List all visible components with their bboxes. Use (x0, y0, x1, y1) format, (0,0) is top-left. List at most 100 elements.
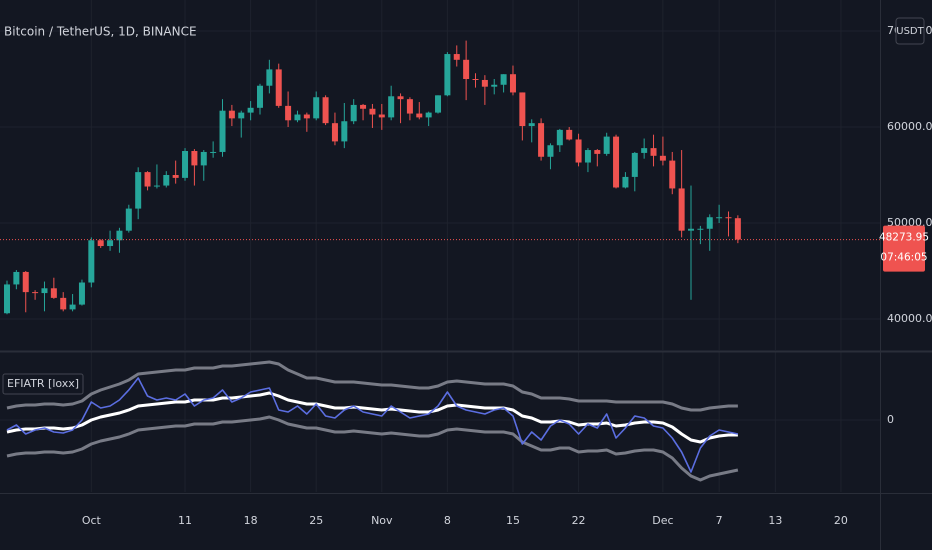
candle-body (200, 151, 207, 166)
candle-body (50, 288, 57, 298)
x-tick-label: 7 (716, 514, 723, 527)
y-tick-label: 0 (887, 413, 894, 426)
candle-body (41, 288, 48, 294)
x-tick-label: 18 (244, 514, 258, 527)
candle-body (163, 175, 170, 186)
candle-body (378, 114, 385, 118)
candle-body (659, 155, 666, 161)
candle-body (285, 105, 292, 121)
indicator-title: EFIATR [loxx] (7, 377, 79, 390)
candle-body (69, 304, 76, 310)
candle-body (641, 148, 648, 153)
candle-body (481, 79, 488, 87)
y-tick-label: 60000.00 (887, 120, 932, 133)
x-tick-label: 8 (444, 514, 451, 527)
x-tick-label: Dec (652, 514, 673, 527)
x-tick-label: 13 (768, 514, 782, 527)
candle-body (472, 79, 479, 81)
candle-body (313, 97, 320, 119)
candle-body (594, 150, 601, 154)
candle-body (238, 112, 245, 119)
candle-body (369, 108, 376, 115)
candle-body (463, 59, 470, 80)
x-tick-label: Nov (371, 514, 393, 527)
indicator-title-box (2, 373, 84, 395)
plot (0, 40, 880, 482)
candle-body (556, 129, 563, 146)
candle-body (228, 110, 235, 119)
x-tick-label: 25 (309, 514, 323, 527)
candle-body (453, 54, 460, 60)
candle-body (4, 284, 10, 314)
candle-body (13, 271, 20, 285)
candle-body (519, 92, 526, 127)
candle-body (444, 54, 451, 96)
candle-body (32, 292, 39, 294)
candle-body (247, 107, 254, 113)
countdown-label: 07:46:05 (880, 252, 927, 264)
candle-body (397, 96, 404, 100)
candle-body (688, 228, 695, 231)
candle-body (153, 185, 160, 187)
candle-body (256, 85, 263, 108)
candle-body (509, 74, 516, 93)
candle-body (622, 176, 629, 188)
candle-body (191, 151, 198, 166)
candle-body (22, 271, 29, 293)
last-price-label: 48273.95 (879, 232, 929, 244)
candle-body (734, 218, 741, 240)
x-tick-label: 11 (178, 514, 192, 527)
candle-body (669, 160, 676, 189)
candle-body (406, 99, 413, 114)
candle-body (303, 114, 310, 119)
labels: Oct111825Nov81522Dec7132040000.0050000.0… (82, 24, 932, 527)
candle-body (88, 240, 95, 283)
candle-body (716, 217, 723, 219)
candle-body (435, 95, 442, 113)
candle-body (547, 145, 554, 157)
candle-body (491, 84, 498, 87)
candle-body (500, 74, 507, 85)
candle-body (584, 150, 591, 163)
candle-body (60, 297, 67, 310)
candle-body (322, 97, 329, 124)
candle-body (144, 172, 151, 187)
candle-body (97, 240, 104, 247)
currency-button[interactable] (895, 17, 925, 45)
last-price-tag (883, 225, 925, 272)
x-tick-label: 20 (834, 514, 848, 527)
candle-body (294, 114, 301, 121)
candle-body (78, 282, 85, 305)
indicator-line (6, 415, 739, 482)
candle-body (360, 104, 367, 109)
indicator-line (6, 377, 739, 473)
candle-body (425, 112, 432, 118)
candle-body (219, 110, 226, 152)
candle-body (613, 136, 620, 188)
candle-body (331, 123, 338, 142)
x-tick-label: 22 (572, 514, 586, 527)
candle-body (182, 151, 189, 178)
candle-body (125, 208, 132, 231)
candle-body (631, 152, 638, 177)
candle-body (697, 228, 704, 230)
candle-body (725, 217, 732, 219)
candle-body (275, 69, 282, 106)
candle-body (650, 148, 657, 156)
candle-body (107, 240, 114, 247)
candle-body (575, 139, 582, 163)
indicator-line (6, 360, 738, 412)
grid (0, 0, 880, 492)
candle-body (388, 96, 395, 118)
symbol-title: Bitcoin / TetherUS, 1D, BINANCE (4, 25, 197, 39)
x-tick-label: Oct (82, 514, 102, 527)
candle-body (135, 172, 142, 209)
currency-label[interactable]: USDT (896, 26, 924, 37)
candle-body (706, 217, 713, 229)
candle-body (416, 113, 423, 118)
candle-body (116, 230, 123, 241)
candle-body (678, 188, 685, 231)
candle-body (603, 136, 610, 154)
candle-body (172, 175, 179, 178)
